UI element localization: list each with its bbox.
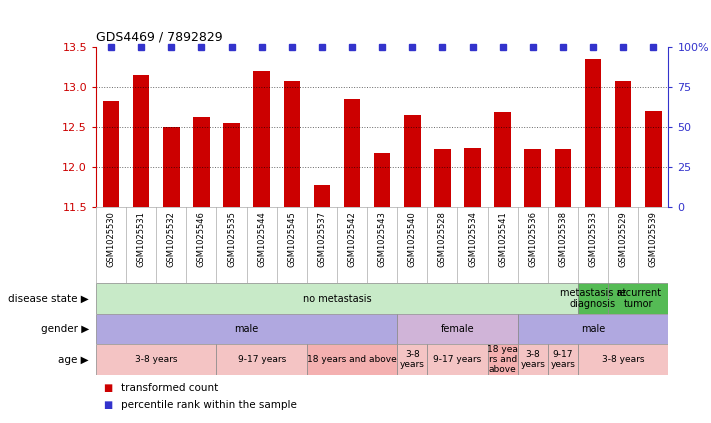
- Text: GSM1025544: GSM1025544: [257, 211, 266, 267]
- Bar: [578, 344, 668, 375]
- Bar: [578, 283, 608, 314]
- Text: GSM1025540: GSM1025540: [408, 211, 417, 267]
- Text: GSM1025545: GSM1025545: [287, 211, 296, 267]
- Text: 9-17 years: 9-17 years: [237, 355, 286, 364]
- Text: GSM1025529: GSM1025529: [619, 211, 628, 267]
- Bar: [584, 59, 602, 207]
- Text: gender ▶: gender ▶: [41, 324, 89, 334]
- Text: GSM1025533: GSM1025533: [589, 211, 597, 267]
- Bar: [494, 112, 511, 207]
- Text: recurrent
tumor: recurrent tumor: [616, 288, 661, 310]
- Text: 18 yea
rs and
above: 18 yea rs and above: [487, 345, 518, 374]
- Text: GSM1025543: GSM1025543: [378, 211, 387, 267]
- Bar: [314, 185, 330, 207]
- Text: 3-8
years: 3-8 years: [400, 350, 424, 369]
- Text: GSM1025535: GSM1025535: [227, 211, 236, 267]
- Text: GSM1025536: GSM1025536: [528, 211, 538, 267]
- Bar: [343, 99, 360, 207]
- Bar: [193, 117, 210, 207]
- Bar: [307, 344, 397, 375]
- Text: 3-8
years: 3-8 years: [520, 350, 545, 369]
- Bar: [434, 149, 451, 207]
- Text: ■: ■: [103, 383, 112, 393]
- Text: male: male: [235, 324, 259, 334]
- Bar: [96, 283, 578, 314]
- Text: GSM1025539: GSM1025539: [648, 211, 658, 267]
- Text: 18 years and above: 18 years and above: [307, 355, 397, 364]
- Bar: [427, 344, 488, 375]
- Text: GSM1025538: GSM1025538: [558, 211, 567, 267]
- Bar: [397, 314, 518, 344]
- Text: GSM1025541: GSM1025541: [498, 211, 507, 267]
- Text: disease state ▶: disease state ▶: [8, 294, 89, 304]
- Bar: [488, 344, 518, 375]
- Text: GSM1025530: GSM1025530: [107, 211, 116, 267]
- Bar: [96, 314, 397, 344]
- Bar: [555, 148, 571, 207]
- Text: GSM1025542: GSM1025542: [348, 211, 356, 267]
- Text: male: male: [581, 324, 605, 334]
- Bar: [608, 283, 668, 314]
- Text: 3-8 years: 3-8 years: [135, 355, 178, 364]
- Text: GSM1025531: GSM1025531: [137, 211, 146, 267]
- Bar: [397, 344, 427, 375]
- Bar: [103, 101, 119, 207]
- Text: 9-17 years: 9-17 years: [433, 355, 481, 364]
- Text: GSM1025532: GSM1025532: [167, 211, 176, 267]
- Text: transformed count: transformed count: [121, 383, 218, 393]
- Text: no metastasis: no metastasis: [303, 294, 371, 304]
- Bar: [96, 344, 216, 375]
- Bar: [374, 153, 390, 207]
- Bar: [284, 81, 300, 207]
- Text: GSM1025537: GSM1025537: [317, 211, 326, 267]
- Bar: [525, 149, 541, 207]
- Text: GSM1025546: GSM1025546: [197, 211, 206, 267]
- Text: ■: ■: [103, 400, 112, 410]
- Text: age ▶: age ▶: [58, 354, 89, 365]
- Bar: [464, 148, 481, 207]
- Text: GDS4469 / 7892829: GDS4469 / 7892829: [96, 31, 223, 44]
- Text: metastasis at
diagnosis: metastasis at diagnosis: [560, 288, 626, 310]
- Text: percentile rank within the sample: percentile rank within the sample: [121, 400, 296, 410]
- Bar: [163, 127, 180, 207]
- Bar: [548, 344, 578, 375]
- Bar: [253, 71, 270, 207]
- Bar: [223, 123, 240, 207]
- Text: 3-8 years: 3-8 years: [602, 355, 644, 364]
- Bar: [518, 344, 548, 375]
- Text: 9-17
years: 9-17 years: [550, 350, 575, 369]
- Bar: [518, 314, 668, 344]
- Bar: [615, 81, 631, 207]
- Text: GSM1025528: GSM1025528: [438, 211, 447, 267]
- Text: GSM1025534: GSM1025534: [468, 211, 477, 267]
- Text: female: female: [441, 324, 474, 334]
- Bar: [133, 74, 149, 207]
- Bar: [216, 344, 307, 375]
- Bar: [404, 115, 421, 207]
- Bar: [645, 111, 661, 207]
